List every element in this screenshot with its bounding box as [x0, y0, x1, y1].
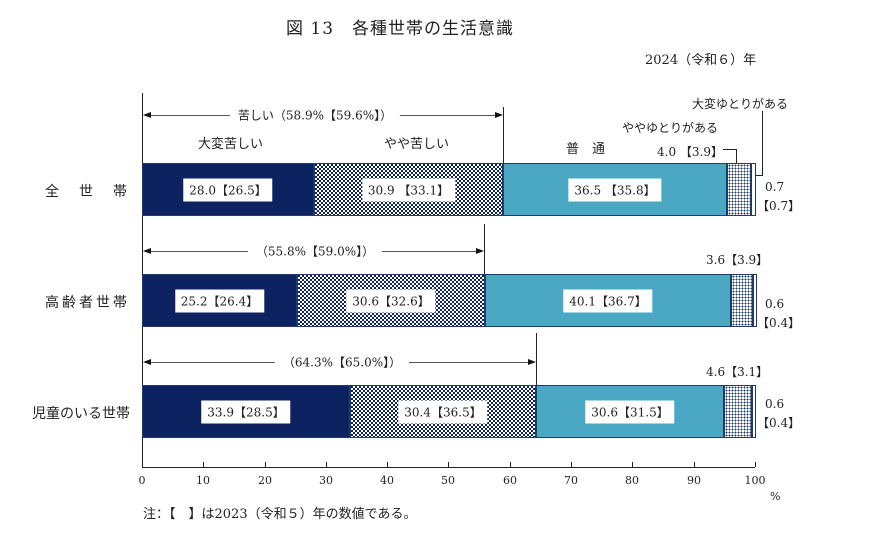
segment-normal: 36.5 【35.8】	[503, 163, 727, 216]
segment-somewhat-hard: 30.9 【33.1】	[314, 163, 503, 216]
arrow-right-icon	[495, 112, 503, 118]
footnote: 注：【 】は2023（令和５）年の数値である。	[143, 507, 417, 522]
x-tick	[203, 462, 204, 467]
value-label-very-comfortable: 0.7	[765, 180, 785, 194]
leader-line-h	[723, 149, 736, 150]
segment-normal: 40.1【36.7】	[485, 274, 731, 327]
segment-normal: 30.6【31.5】	[536, 385, 724, 438]
x-tick	[387, 462, 388, 467]
hard-total-label: （55.8%【59.0%】）	[247, 242, 383, 260]
x-tick	[755, 462, 756, 467]
x-tick	[448, 462, 449, 467]
legend-very-hard: 大変苦しい	[198, 137, 264, 152]
x-tick	[571, 462, 572, 467]
legend-somewhat-comfortable: ややゆとりがある	[622, 121, 719, 135]
x-axis-unit: %	[770, 490, 781, 503]
x-tick-label: 70	[564, 474, 578, 487]
value-label: 33.9【28.5】	[201, 400, 291, 423]
hard-total-end-line	[503, 107, 504, 163]
x-tick	[326, 462, 327, 467]
segment-very-comfortable	[752, 385, 756, 438]
bar-all-households: 28.0【26.5】 30.9 【33.1】 36.5 【35.8】	[142, 163, 756, 216]
segment-somewhat-hard: 30.4【36.5】	[350, 385, 536, 438]
x-tick-label: 50	[441, 474, 455, 487]
legend-somewhat-hard: やや苦しい	[384, 137, 450, 152]
value-label: 40.1【36.7】	[563, 289, 653, 312]
legend-normal: 普 通	[566, 142, 606, 157]
value-label-somewhat-comfortable: 3.6【3.9】	[706, 253, 769, 267]
x-tick-label: 80	[625, 474, 639, 487]
x-tick	[510, 462, 511, 467]
x-tick-label: 10	[196, 474, 210, 487]
category-child-households: 児童のいる世帯	[32, 406, 130, 422]
value-label: 25.2【26.4】	[174, 289, 265, 312]
value-label-somewhat-comfortable: 4.6【3.1】	[706, 365, 769, 379]
segment-somewhat-comfortable	[724, 385, 752, 438]
segment-somewhat-hard: 30.6【32.6】	[297, 274, 485, 327]
x-tick-label: 30	[319, 474, 333, 487]
leader-line-very-comfortable-h	[756, 175, 763, 176]
chart-title: 図 13 各種世帯の生活意識	[285, 19, 515, 39]
segment-very-hard: 33.9【28.5】	[142, 385, 350, 438]
legend-very-comfortable: 大変ゆとりがある	[692, 97, 789, 111]
segment-very-hard: 28.0【26.5】	[142, 163, 314, 216]
x-tick-label: 90	[687, 474, 701, 487]
x-tick-label: 20	[258, 474, 272, 487]
hard-total-label: 苦しい（58.9%【59.6%】）	[229, 106, 401, 124]
x-tick	[694, 462, 695, 467]
arrow-right-icon	[476, 248, 484, 254]
bar-elderly-households: 25.2【26.4】 30.6【32.6】 40.1【36.7】	[142, 274, 757, 327]
bar-child-households: 33.9【28.5】 30.4【36.5】 30.6【31.5】	[142, 385, 756, 438]
value-label-very-comfortable-prev: 【0.7】	[757, 199, 801, 213]
x-tick-label: 60	[503, 474, 517, 487]
segment-very-hard: 25.2【26.4】	[142, 274, 297, 327]
x-tick	[632, 462, 633, 467]
arrow-left-icon	[143, 112, 151, 118]
year-label: 2024（令和６）年	[645, 53, 757, 68]
hard-total-end-line	[484, 224, 485, 274]
value-label-very-comfortable: 0.6	[765, 297, 785, 311]
x-tick-label: 0	[138, 474, 146, 487]
value-label: 30.6【31.5】	[585, 400, 675, 423]
leader-line-very-comfortable	[762, 111, 763, 175]
x-tick-label: 100	[744, 474, 766, 487]
segment-somewhat-comfortable	[727, 163, 751, 216]
value-label: 36.5 【35.8】	[568, 178, 662, 201]
value-label-very-comfortable-prev: 【0.4】	[757, 316, 801, 330]
arrow-left-icon	[143, 359, 151, 365]
leader-line-v	[736, 149, 737, 163]
value-label: 28.0【26.5】	[183, 178, 273, 201]
value-label: 30.9 【33.1】	[361, 178, 456, 201]
segment-somewhat-comfortable	[731, 274, 753, 327]
arrow-right-icon	[528, 359, 536, 365]
x-tick-label: 40	[380, 474, 394, 487]
hard-total-end-line	[536, 333, 537, 385]
category-all-households: 全 世 帯	[45, 184, 130, 200]
x-tick	[265, 462, 266, 467]
value-label: 30.6【32.6】	[346, 289, 436, 312]
value-label-very-comfortable: 0.6	[765, 397, 785, 411]
segment-very-comfortable	[753, 274, 757, 327]
value-label-very-comfortable-prev: 【0.4】	[757, 416, 801, 430]
value-label-somewhat-comfortable: 4.0 【3.9】	[657, 145, 723, 159]
category-elderly-households: 高齢者世帯	[45, 295, 130, 311]
x-axis-line	[142, 467, 755, 468]
arrow-left-icon	[143, 248, 151, 254]
hard-total-label: （64.3%【65.0%】）	[274, 353, 410, 371]
segment-very-comfortable	[751, 163, 756, 216]
x-tick	[142, 462, 143, 467]
value-label: 30.4【36.5】	[398, 400, 488, 423]
